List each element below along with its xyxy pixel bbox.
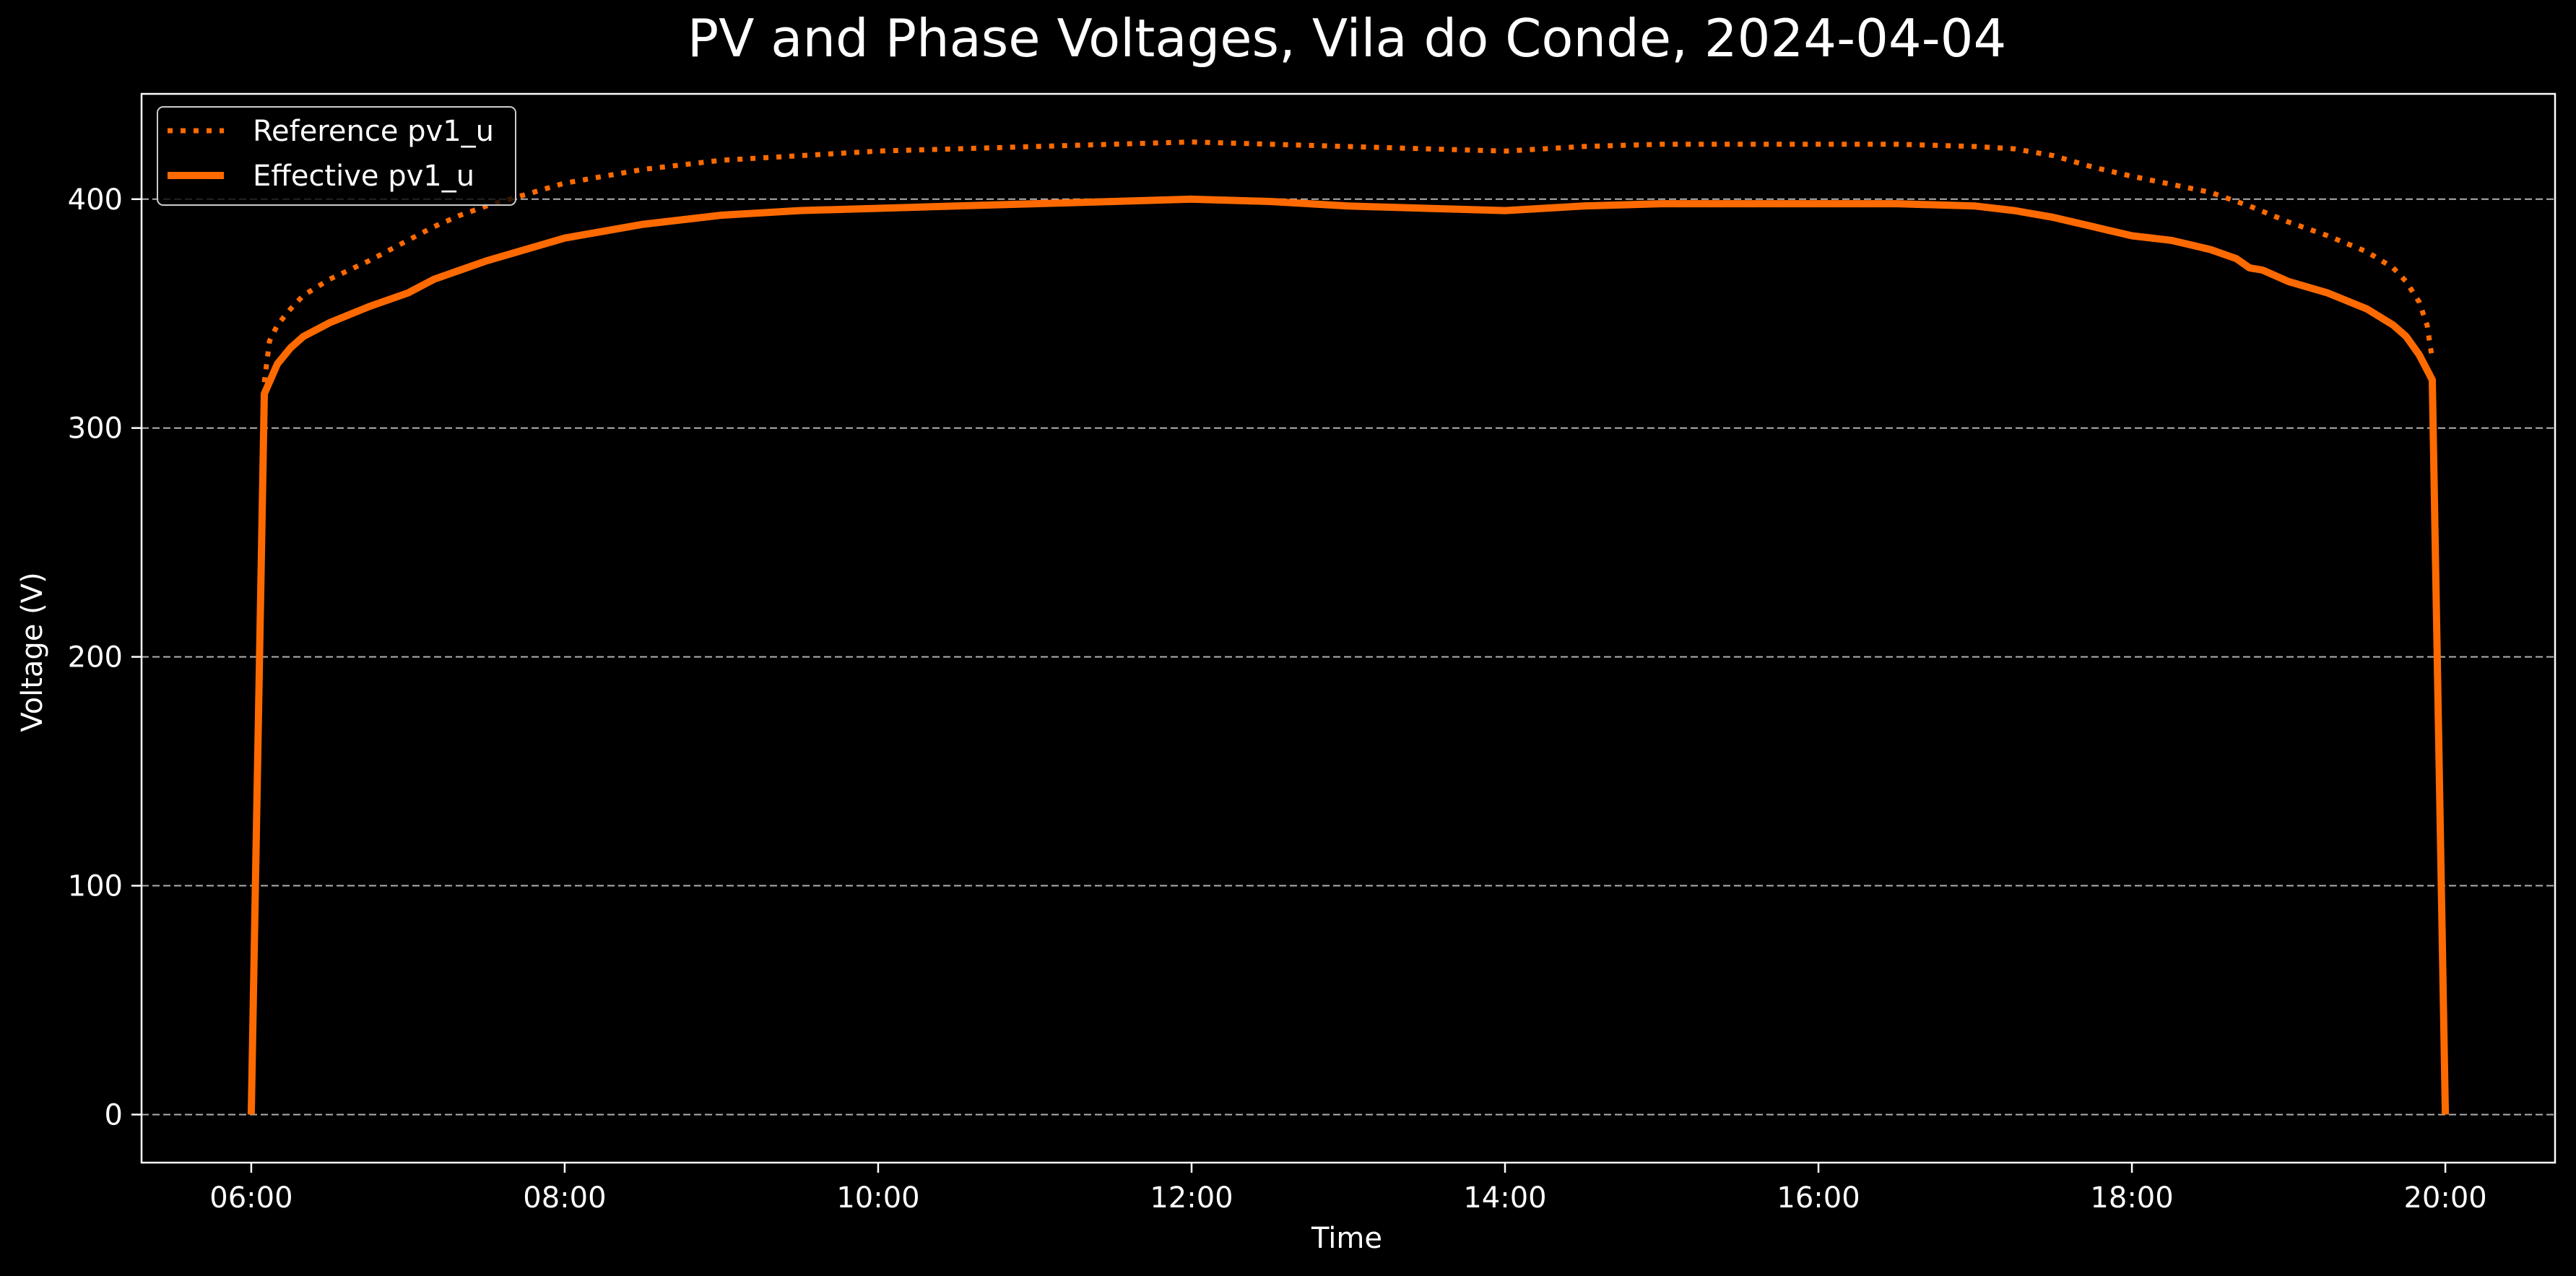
y-tick-label: 400 xyxy=(68,183,123,217)
y-axis: 0 100 200 300 400 xyxy=(68,183,142,1132)
x-tick-label: 16:00 xyxy=(1777,1181,1860,1215)
series-layer xyxy=(247,139,2450,1115)
y-axis-label: Voltage (V) xyxy=(16,572,49,732)
legend: Reference pv1_u Effective pv1_u xyxy=(157,106,516,206)
legend-label-reference: Reference pv1_u xyxy=(253,115,494,148)
x-tick-label: 08:00 xyxy=(523,1181,606,1215)
series-line-effective xyxy=(247,195,2450,1115)
legend-label-effective: Effective pv1_u xyxy=(253,160,474,193)
x-tick-label: 12:00 xyxy=(1150,1181,1233,1215)
y-tick-label: 300 xyxy=(68,412,123,446)
plot-frame xyxy=(140,92,2557,1164)
x-tick-label: 20:00 xyxy=(2403,1181,2486,1215)
x-axis-label: Time xyxy=(1311,1222,1382,1255)
x-tick-label: 14:00 xyxy=(1463,1181,1546,1215)
y-tick-label: 0 xyxy=(105,1098,123,1132)
series-line-reference xyxy=(261,139,2435,383)
y-tick-label: 200 xyxy=(68,641,123,674)
chart-title: PV and Phase Voltages, Vila do Conde, 20… xyxy=(688,8,2007,69)
legend-box xyxy=(157,106,516,206)
x-tick-label: 10:00 xyxy=(836,1181,919,1215)
x-tick-label: 18:00 xyxy=(2090,1181,2173,1215)
x-axis: 06:00 08:00 10:00 12:00 14:00 16:00 18:00 20:00 xyxy=(209,1163,2487,1215)
x-tick-label: 06:00 xyxy=(209,1181,292,1215)
y-tick-label: 100 xyxy=(68,870,123,903)
gridlines xyxy=(142,198,2555,1116)
